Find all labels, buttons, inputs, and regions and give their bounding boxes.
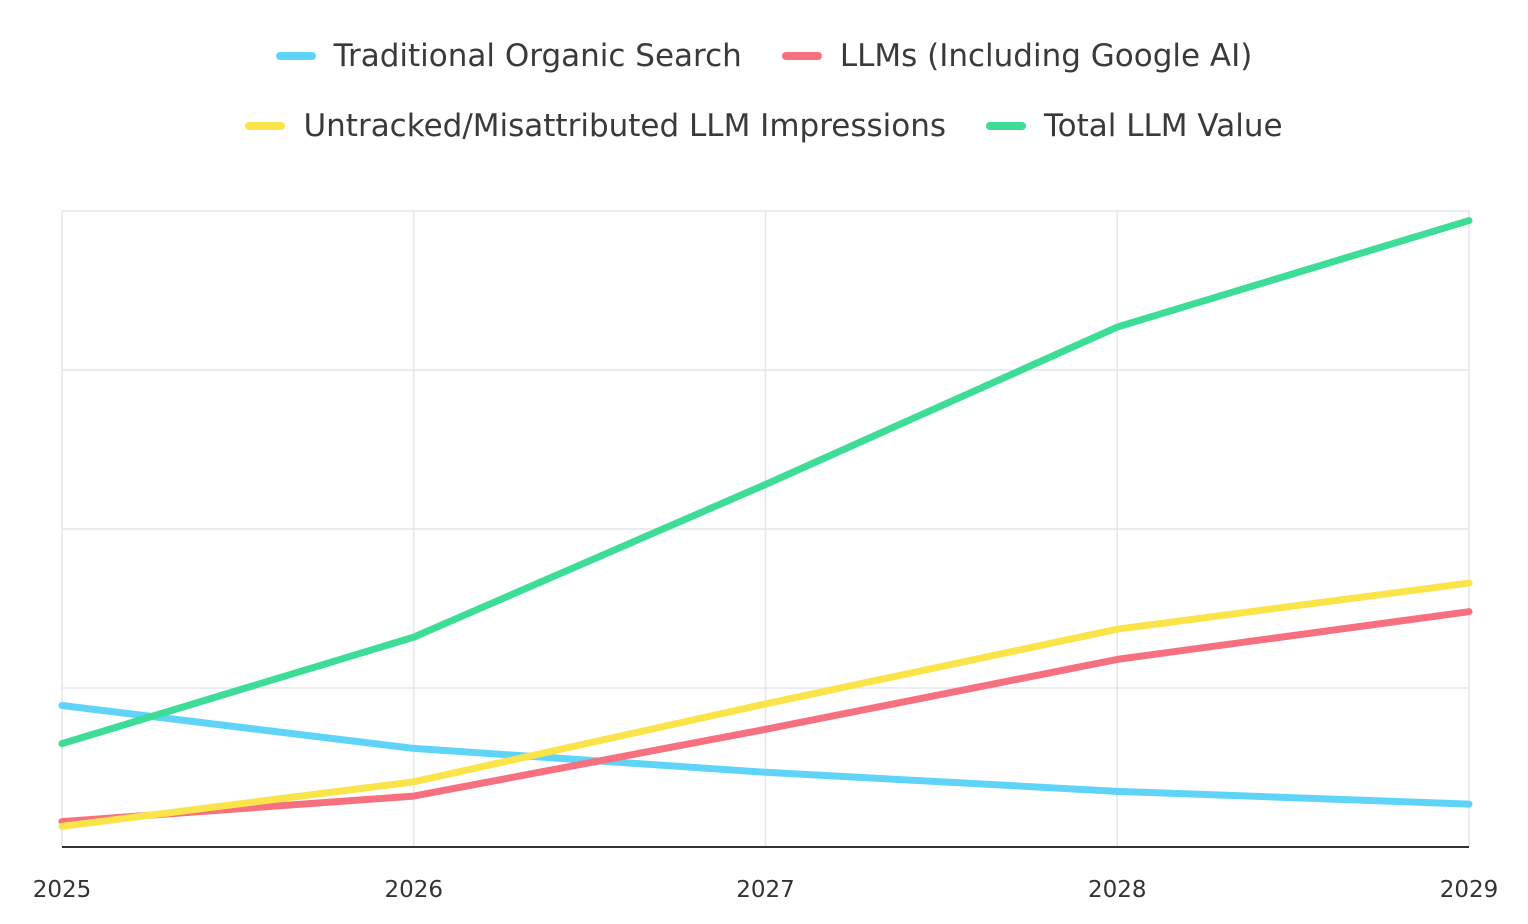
legend-label: Untracked/Misattributed LLM Impressions bbox=[303, 108, 947, 144]
legend-item: Total LLM Value bbox=[986, 108, 1283, 144]
legend-row-2: Untracked/Misattributed LLM Impressions T… bbox=[0, 108, 1528, 144]
legend-item: Traditional Organic Search bbox=[275, 38, 742, 74]
legend-item: LLMs (Including Google AI) bbox=[781, 38, 1253, 74]
x-tick-label: 2027 bbox=[736, 877, 795, 903]
legend-swatch bbox=[245, 122, 286, 130]
legend-swatch bbox=[781, 52, 822, 60]
x-tick-label: 2026 bbox=[384, 877, 443, 903]
legend-item: Untracked/Misattributed LLM Impressions bbox=[245, 108, 946, 144]
legend-label: LLMs (Including Google AI) bbox=[839, 38, 1253, 74]
legend-label: Total LLM Value bbox=[1044, 108, 1283, 144]
legend-label: Traditional Organic Search bbox=[333, 38, 742, 74]
legend-row-1: Traditional Organic Search LLMs (Includin… bbox=[0, 38, 1528, 74]
x-tick-label: 2028 bbox=[1088, 877, 1147, 903]
legend-swatch bbox=[275, 52, 316, 60]
legend-swatch bbox=[986, 122, 1027, 130]
x-tick-label: 2029 bbox=[1440, 877, 1499, 903]
x-tick-label: 2025 bbox=[33, 877, 92, 903]
